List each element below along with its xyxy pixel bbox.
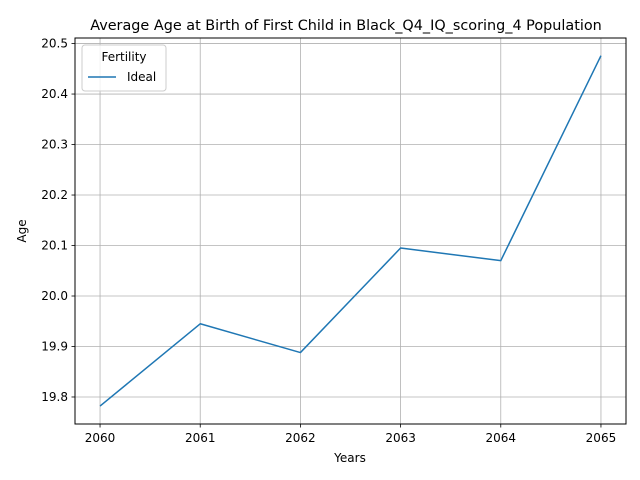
x-tick-label: 2060 [85, 431, 116, 445]
x-axis-label: Years [333, 451, 366, 465]
x-tick-label: 2063 [385, 431, 416, 445]
x-tick-label: 2064 [485, 431, 516, 445]
y-tick-label: 20.1 [41, 239, 68, 253]
y-tick-label: 19.9 [41, 339, 68, 353]
plot-area-frame [74, 37, 627, 425]
y-tick-label: 20.5 [41, 37, 68, 51]
x-tick-label: 2061 [185, 431, 216, 445]
legend-box [81, 44, 167, 92]
legend: Fertility Ideal [81, 44, 167, 92]
chart-title: Average Age at Birth of First Child in B… [90, 18, 602, 34]
legend-title: Fertility [101, 50, 146, 64]
y-tick-label: 20.0 [41, 289, 68, 303]
y-tick-label: 19.8 [41, 390, 68, 404]
y-axis-label: Age [15, 219, 29, 242]
y-tick-label: 20.2 [41, 188, 68, 202]
y-tick-label: 20.3 [41, 138, 68, 152]
grid-lines [75, 38, 626, 424]
legend-label-ideal: Ideal [127, 70, 156, 84]
x-tick-label: 2065 [586, 431, 617, 445]
y-tick-label: 20.4 [41, 87, 68, 101]
plot-series [99, 55, 602, 407]
x-tick-label: 2062 [285, 431, 316, 445]
series-line-ideal [99, 55, 602, 407]
axis-ticks: 2060 2061 2062 2063 2064 2065 19.8 19.9 20.0 20.1… [41, 37, 616, 445]
